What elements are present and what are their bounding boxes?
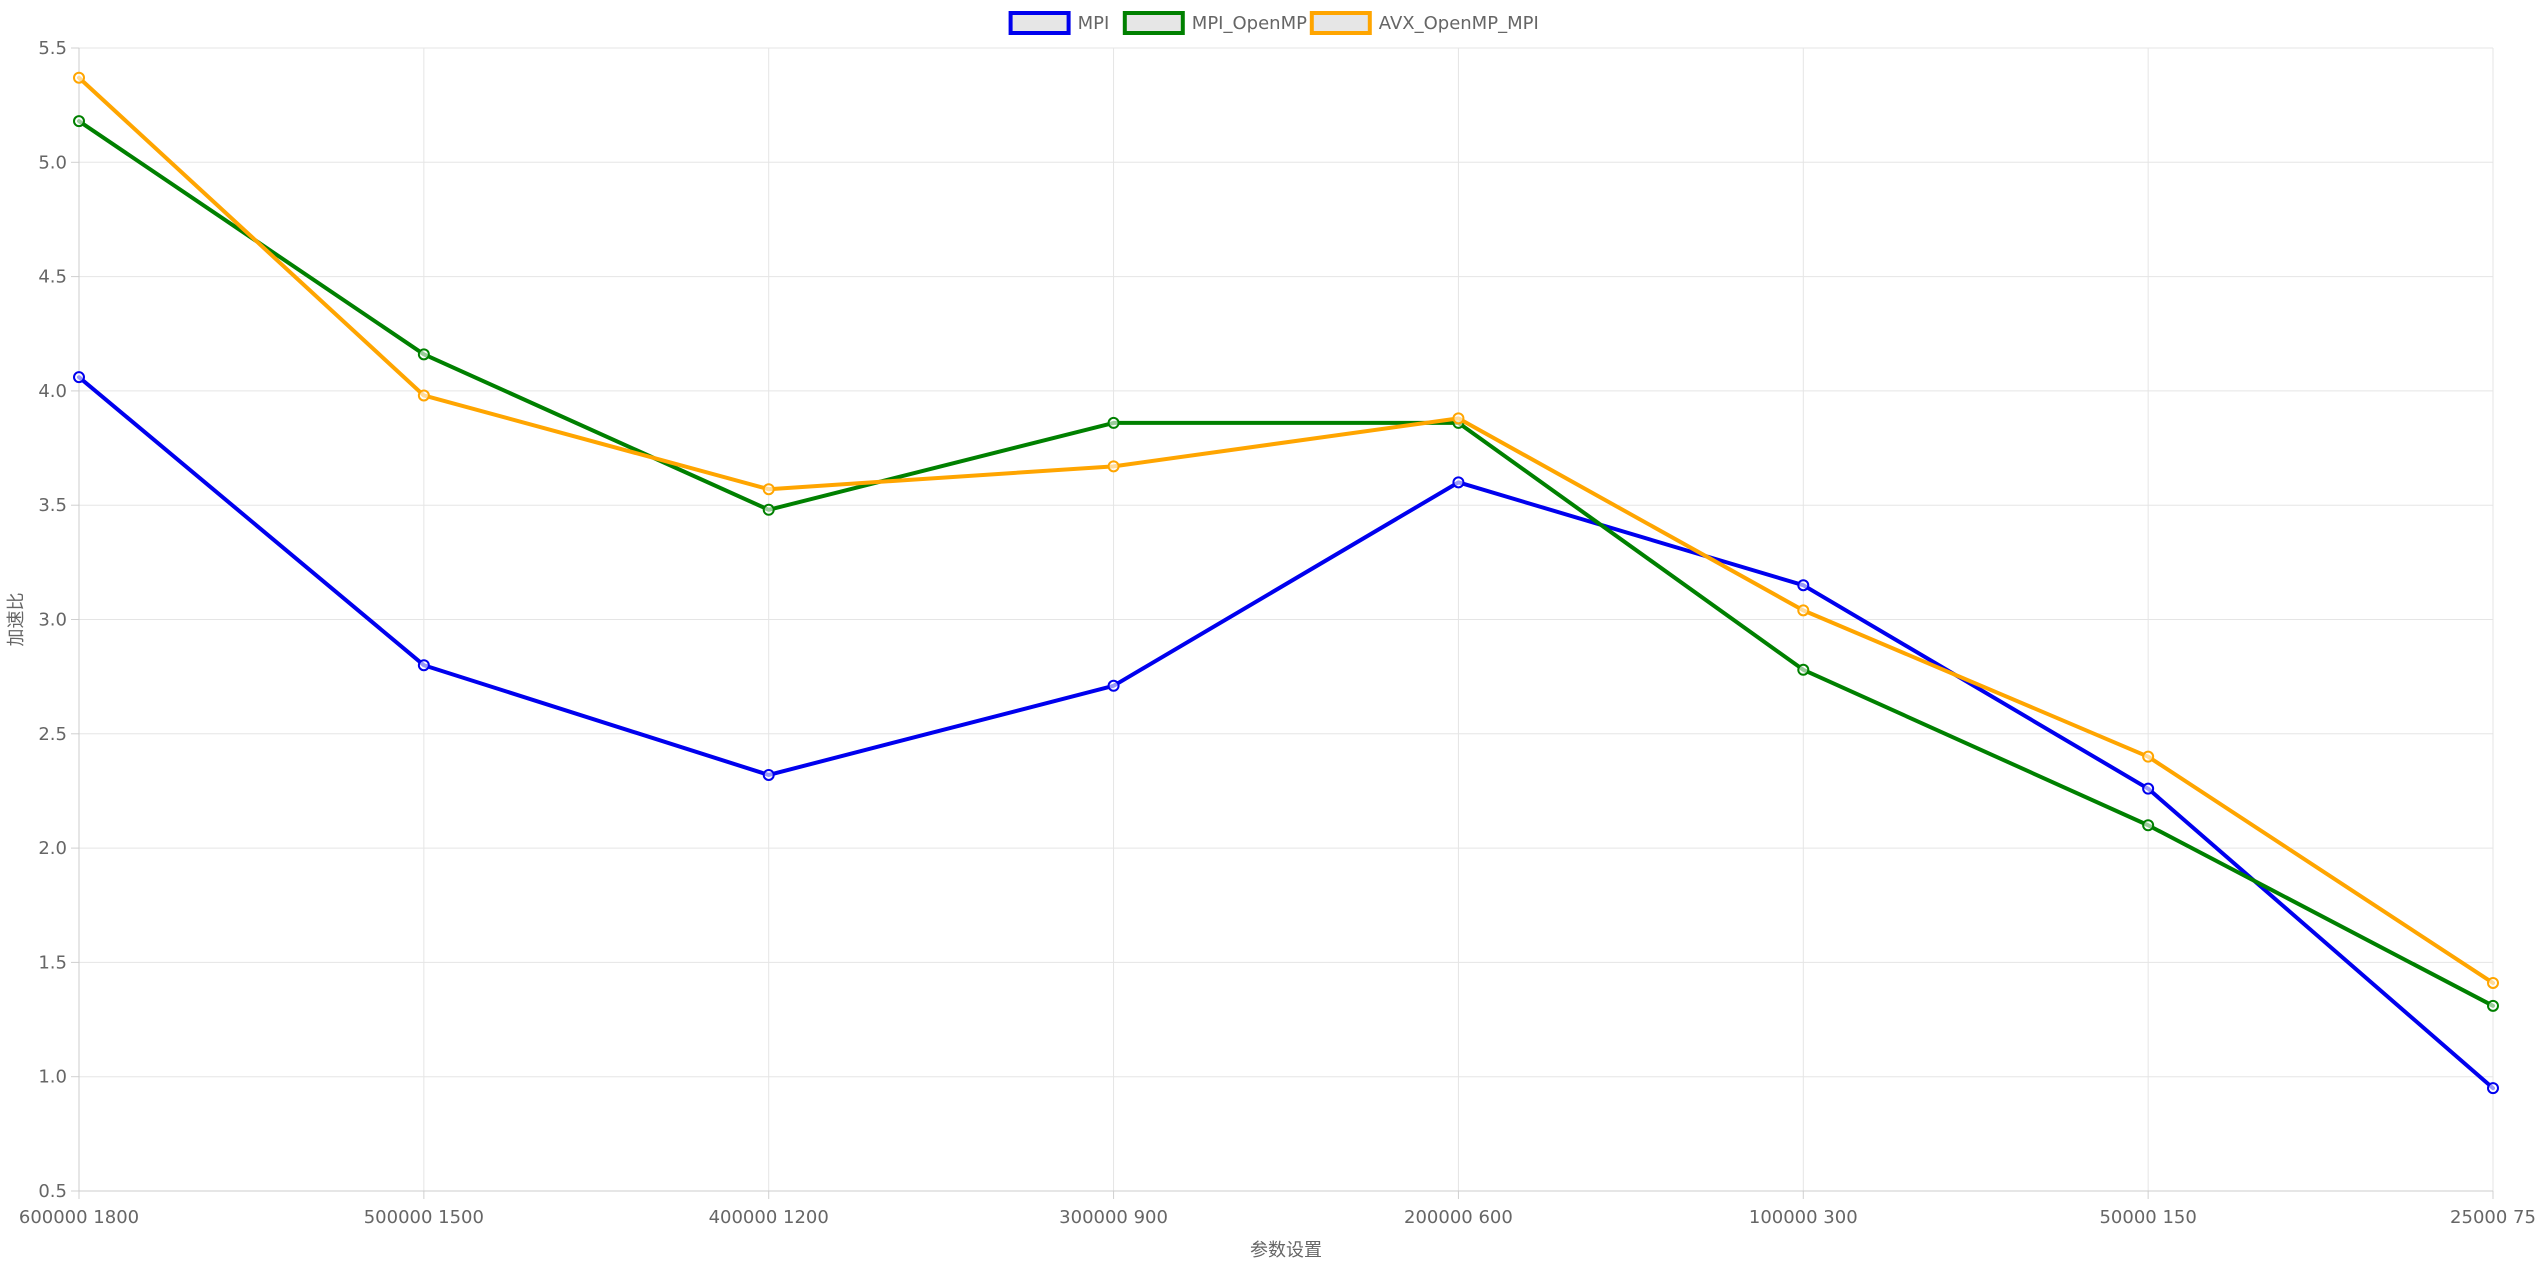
y-tick-label: 2.5 [38,724,67,745]
data-point[interactable] [1107,416,1120,429]
legend-item-mpi[interactable]: MPI [1008,11,1110,35]
data-point[interactable] [1797,579,1810,592]
x-tick-label: 25000 75 [2450,1207,2535,1228]
data-point[interactable] [73,71,85,84]
y-tick-label: 0.5 [38,1181,67,1202]
data-point[interactable] [1452,476,1465,489]
legend-item-avx-openmp-mpi[interactable]: AVX_OpenMP_MPI [1309,11,1539,35]
legend[interactable]: MPI MPI_OpenMP AVX_OpenMP_MPI [1008,11,1539,35]
y-tick-label: 4.0 [38,381,67,402]
data-point[interactable] [1452,412,1465,425]
data-point[interactable] [2142,750,2155,763]
series-mpi-openmp [73,115,2499,1012]
legend-item-mpi-openmp[interactable]: MPI_OpenMP [1122,11,1307,35]
data-point[interactable] [417,659,430,672]
data-point[interactable] [1107,460,1120,473]
x-tick-label: 200000 600 [1404,1207,1513,1228]
series-layer [73,71,2499,1095]
data-point[interactable] [2142,782,2155,795]
legend-label: MPI_OpenMP [1192,13,1307,34]
legend-label: MPI [1078,13,1110,34]
x-tick-label: 600000 1800 [19,1207,139,1228]
data-point[interactable] [762,483,775,496]
data-point[interactable] [2142,819,2155,832]
data-point[interactable] [2487,1082,2499,1095]
series-line [77,119,2495,1008]
x-tick-label: 500000 1500 [364,1207,484,1228]
series-line [77,375,2495,1091]
data-point[interactable] [1107,679,1120,692]
y-tick-label: 4.5 [38,267,67,288]
grid-layer [78,47,2494,1192]
y-tick-label: 3.5 [38,495,67,516]
y-tick-label: 1.5 [38,952,67,973]
data-point[interactable] [2487,999,2499,1012]
series-mpi [73,371,2499,1095]
data-point[interactable] [2487,976,2499,989]
x-tick-label: 50000 150 [2099,1207,2196,1228]
data-point[interactable] [1797,604,1810,617]
legend-label: AVX_OpenMP_MPI [1379,13,1539,34]
legend-swatch [1008,11,1071,35]
data-point[interactable] [1797,663,1810,676]
y-tick-label: 5.5 [38,38,67,59]
y-tick-label: 1.0 [38,1067,67,1088]
data-point[interactable] [417,389,430,402]
series-line [77,75,2495,985]
x-tick-label: 400000 1200 [709,1207,829,1228]
x-tick-label: 300000 900 [1059,1207,1168,1228]
y-tick-label: 2.0 [38,838,67,859]
y-tick-label: 5.0 [38,152,67,173]
data-point[interactable] [73,371,85,384]
legend-swatch [1122,11,1185,35]
data-point[interactable] [762,503,775,516]
data-point[interactable] [417,348,430,361]
legend-swatch [1309,11,1372,35]
y-tick-label: 3.0 [38,610,67,631]
x-tick-label: 100000 300 [1749,1207,1858,1228]
data-point[interactable] [73,115,85,128]
data-point[interactable] [762,768,775,781]
y-axis-title: 加速比 [6,593,27,647]
axis-layer: 0.5 1.0 1.5 2.0 2.5 3.0 3.5 4.0 4.5 5.0 5.5 600000 … [19,38,2535,1228]
series-avx-openmp-mpi [73,71,2499,989]
x-axis-title: 参数设置 [1250,1240,1322,1261]
